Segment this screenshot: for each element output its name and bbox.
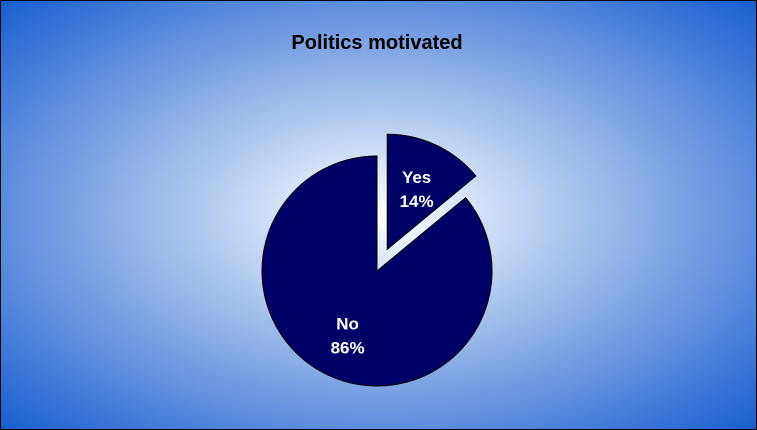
pie-slices [261,133,493,387]
pie-slice-yes [386,133,477,251]
pie-slice-no [261,155,493,387]
slice-labels: Yes 14% No 86% [331,168,434,358]
slice-label-no: No [336,314,359,333]
slice-value-no: 86% [331,338,365,357]
slice-value-yes: 14% [400,192,434,211]
chart-title: Politics motivated [291,32,462,54]
slice-label-yes: Yes [402,168,431,187]
